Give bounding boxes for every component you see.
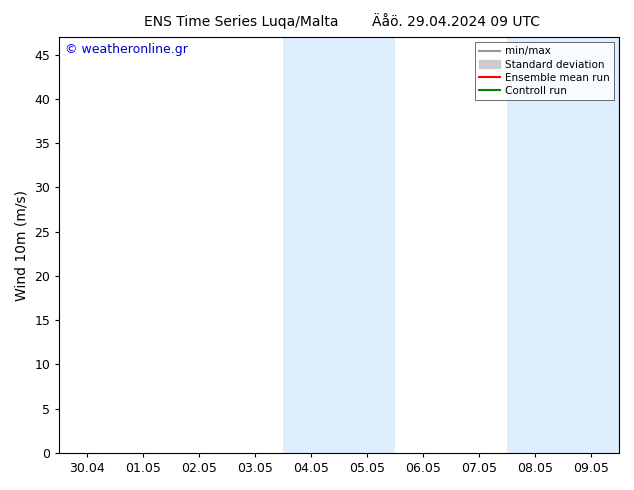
Bar: [507, 37, 563, 453]
Bar: [283, 37, 339, 453]
Y-axis label: Wind 10m (m/s): Wind 10m (m/s): [15, 190, 29, 300]
Legend: min/max, Standard deviation, Ensemble mean run, Controll run: min/max, Standard deviation, Ensemble me…: [475, 42, 614, 100]
Text: © weatheronline.gr: © weatheronline.gr: [65, 43, 188, 56]
Text: Äåö. 29.04.2024 09 UTC: Äåö. 29.04.2024 09 UTC: [373, 15, 540, 29]
Text: ENS Time Series Luqa/Malta: ENS Time Series Luqa/Malta: [144, 15, 338, 29]
Bar: [339, 37, 395, 453]
Bar: [563, 37, 619, 453]
